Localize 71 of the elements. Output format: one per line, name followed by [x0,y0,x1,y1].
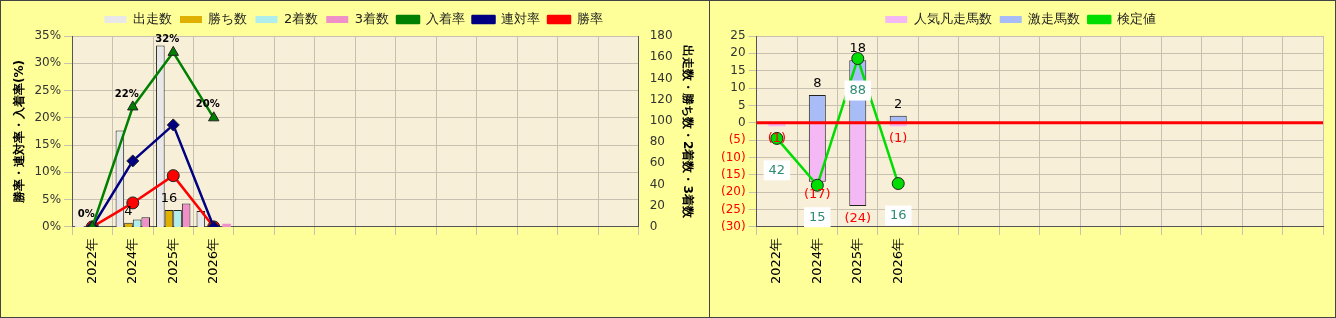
legend-label: 入着率 [425,10,465,26]
y2-tick-label: 20 [649,197,665,212]
y-tick-label: 15 [730,62,746,77]
y2-tick-label: 0 [649,219,658,234]
y2-tick-label: 80 [649,134,665,149]
data-label: (17) [803,185,831,201]
y-tick-label: 20 [730,45,746,60]
legend-label: 連対率 [501,10,541,26]
y-axis-title: 勝率・連対率・入着率(%) [12,59,27,204]
y-tick-label: (15) [720,166,746,181]
y2-tick-label: 180 [649,28,673,43]
data-label: 2 [894,95,903,111]
y-tick-label: 25% [34,82,62,97]
point [127,100,139,111]
y-tick-label: 20% [34,109,62,124]
x-tick-label: 2025年 [164,237,180,285]
y2-tick-label: 120 [649,91,673,106]
y-tick-label: 25 [730,28,746,43]
point [167,45,179,56]
y-tick-label: 35% [34,28,62,43]
point [166,118,180,132]
data-label: 32% [155,32,180,44]
data-label: 16 [160,189,178,205]
x-tick-label: 2024年 [808,237,824,285]
y-tick-label: 10 [730,80,746,95]
y-tick-label: (20) [720,184,746,199]
y-tick-label: 0 [737,114,746,129]
y2-tick-label: 100 [649,112,673,127]
y-tick-label: (5) [728,132,746,147]
data-label: (24) [844,209,872,225]
legend-label: 2着数 [283,10,319,26]
y-tick-label: 15% [34,137,62,152]
x-tick-label: 2026年 [889,237,905,285]
y2-tick-label: 60 [649,155,665,170]
y-tick-label: 0% [42,219,62,234]
data-label: 22% [114,87,139,99]
data-label: 18 [849,40,867,56]
y-tick-label: 5% [42,191,62,206]
data-label: 42 [768,161,786,177]
y-tick-label: (10) [720,149,746,164]
legend-label: 激走馬数 [1028,10,1081,26]
data-label: (1) [889,130,908,146]
point [851,52,865,66]
data-label: 88 [849,81,867,97]
legend-label: 勝率 [576,10,603,26]
x-tick-label: 2026年 [205,237,221,285]
bar [222,223,231,227]
x-tick-label: 2022年 [83,237,99,285]
data-label: 8 [813,74,822,90]
y-tick-label: 10% [34,164,62,179]
legend-label: 3着数 [354,10,390,26]
legend-label: 出走数 [132,10,172,26]
legend-label: 勝ち数 [208,10,248,26]
x-tick-label: 2022年 [768,237,784,285]
legend-label: 検定値 [1116,10,1156,26]
data-label: 16 [889,206,907,222]
point [891,177,905,191]
y2-tick-label: 40 [649,176,665,191]
x-tick-label: 2025年 [849,237,865,285]
y-tick-label: (30) [720,219,746,234]
data-label: 0% [77,207,95,219]
y-tick-label: 5 [737,97,746,112]
y-tick-label: 30% [34,55,62,70]
y2-axis-title: 出走数・勝ち数・2着数・3着数 [680,45,695,219]
y-tick-label: (25) [720,201,746,216]
y2-tick-label: 160 [649,49,673,64]
legend-label: 人気凡走馬数 [913,10,992,26]
data-label: 15 [809,208,826,224]
x-tick-label: 2024年 [124,237,140,285]
y2-tick-label: 140 [649,70,673,85]
point [208,111,220,122]
